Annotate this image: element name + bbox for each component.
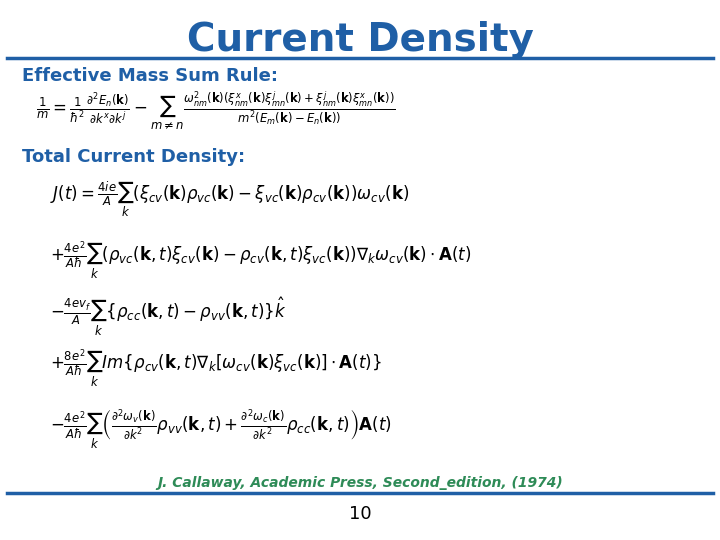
Text: J. Callaway, Academic Press, Second_edition, (1974): J. Callaway, Academic Press, Second_edit… <box>157 476 563 490</box>
Text: $- \frac{4e^2}{A\hbar}\sum_{k}\left(\frac{\partial^2\omega_v(\mathbf{k})}{\parti: $- \frac{4e^2}{A\hbar}\sum_{k}\left(\fra… <box>50 408 392 451</box>
Text: 10: 10 <box>348 505 372 523</box>
Text: Current Density: Current Density <box>186 21 534 58</box>
Text: Effective Mass Sum Rule:: Effective Mass Sum Rule: <box>22 67 278 85</box>
Text: $+ \frac{8e^2}{A\hbar}\sum_{k} Im\left\{\rho_{cv}(\mathbf{k},t)\nabla_k[\omega_{: $+ \frac{8e^2}{A\hbar}\sum_{k} Im\left\{… <box>50 347 382 389</box>
Text: $\frac{1}{m} = \frac{1}{\hbar^2}\frac{\partial^2 E_n(\mathbf{k})}{\partial k^x \: $\frac{1}{m} = \frac{1}{\hbar^2}\frac{\p… <box>36 89 396 132</box>
Text: Total Current Density:: Total Current Density: <box>22 148 245 166</box>
Text: $+ \frac{4e^2}{A\hbar}\sum_{k}\left(\rho_{vc}(\mathbf{k},t)\xi_{cv}(\mathbf{k}) : $+ \frac{4e^2}{A\hbar}\sum_{k}\left(\rho… <box>50 239 472 281</box>
Text: $J(t) = \frac{4ie}{A}\sum_{k}\left(\xi_{cv}(\mathbf{k})\rho_{vc}(\mathbf{k}) - \: $J(t) = \frac{4ie}{A}\sum_{k}\left(\xi_{… <box>50 179 410 219</box>
Text: $- \frac{4ev_f}{A}\sum_{k}\left\{\rho_{cc}(\mathbf{k},t) - \rho_{vv}(\mathbf{k},: $- \frac{4ev_f}{A}\sum_{k}\left\{\rho_{c… <box>50 295 287 338</box>
